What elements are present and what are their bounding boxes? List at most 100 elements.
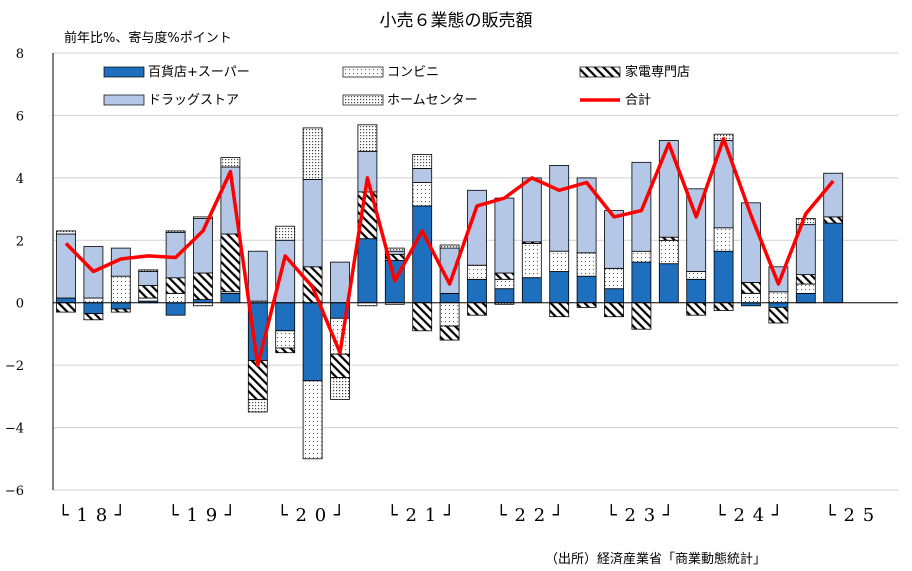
bar-drugstore [193,217,213,274]
x-year-label: └ 2 5 [825,504,875,526]
bar-home-center [795,217,816,225]
bar-home-center [439,244,460,249]
bar-home-center [357,124,378,152]
bar-drugstore [521,177,542,243]
total-line [64,137,835,367]
bar-convenience [165,292,186,304]
bar-dept-store [604,288,624,304]
bar-dept-store [412,205,433,304]
bar-convenience [713,227,734,252]
y-tick-label: 2 [16,234,24,249]
bar-electronics [795,274,816,285]
x-year-label: └ 2 2 ┘ [496,504,565,526]
bar-home-center [193,216,213,219]
bar-electronics [165,277,186,294]
bar-home-center [330,377,350,400]
bar-drugstore [330,261,350,304]
bar-dept-store [576,275,597,304]
legend-swatch-dept [103,66,145,78]
bar-electronics [138,285,159,299]
bar-drugstore [604,210,624,269]
bar-convenience [521,242,542,279]
bar-electronics [686,302,707,316]
y-axis: 8 6 4 2 0 −2 −4 −6 [5,47,54,499]
legend-label-elec: 家電専門店 [625,64,690,80]
y-tick-label: −2 [5,359,24,374]
bar-dept-store [823,222,844,304]
bar-convenience [275,330,296,349]
bar-convenience [83,297,104,304]
bar-home-center [247,399,268,413]
bar-drugstore [686,188,707,272]
bar-electronics [658,236,679,241]
bar-convenience [686,271,707,280]
legend-label-drug: ドラッグストア [148,93,239,108]
bar-dept-store [467,278,487,304]
bar-convenience [741,292,761,304]
bar-drugstore [302,178,323,268]
bar-convenience [494,278,515,290]
x-year-label: └ 1 8 ┘ [58,504,127,526]
legend-label-total: 合計 [625,92,651,108]
bar-convenience [302,380,323,460]
source-note: （出所）経済産業省「商業動態統計」 [545,552,767,567]
bar-convenience [412,182,433,207]
bar-convenience [631,250,652,263]
bar-electronics [768,306,789,324]
bar-electronics [823,216,844,224]
bar-drugstore [412,168,433,183]
bar-drugstore [576,177,597,254]
bar-dept-store [439,292,460,304]
legend-label-conv: コンビニ [387,65,439,80]
bar-dept-store [110,302,131,310]
bar-dept-store [494,288,515,304]
bar-dept-store [658,263,679,304]
x-year-label: └ 2 0 ┘ [277,504,346,526]
bar-electronics [110,308,131,313]
bar-dept-store [686,278,707,304]
bar-drugstore [658,139,679,238]
bar-dept-store [795,292,816,304]
bars [56,124,844,460]
bar-electronics [713,302,734,311]
x-axis: └ 1 8 ┘ └ 1 9 ┘ └ 2 0 ┘ └ 2 1 ┘ └ 2 2 ┘ └ 2 3… [58,504,875,526]
bar-electronics [412,302,433,332]
bar-dept-store [220,292,241,304]
bar-home-center [165,230,186,233]
bar-drugstore [247,250,268,302]
bar-home-center [220,157,241,168]
legend-swatch-elec [579,66,621,78]
bar-convenience [549,250,570,272]
legend: 百貨店+スーパー コンビニ 家電専門店 ドラッグストア ホームセンター 合計 [103,64,690,108]
bar-dept-store [713,250,734,304]
bar-home-center [302,127,323,180]
bar-home-center [56,230,76,235]
bar-dept-store [357,238,378,304]
x-year-label: └ 2 3 ┘ [606,504,675,526]
legend-swatch-home [342,94,384,106]
chart-title: 小売６業態の販売額 [379,11,533,31]
bar-electronics [275,347,296,354]
bar-electronics [330,353,350,379]
y-tick-label: 4 [16,172,24,187]
bar-electronics [494,272,515,280]
bar-convenience [658,239,679,265]
x-year-label: └ 2 4 ┘ [715,504,784,526]
bar-electronics [604,302,624,318]
bar-electronics [193,272,213,301]
legend-label-home: ホームセンター [387,93,478,108]
bar-electronics [741,281,761,294]
bar-convenience [110,275,131,304]
x-year-label: └ 2 1 ┘ [387,504,456,526]
y-tick-label: 0 [16,297,24,312]
bar-home-center [275,225,296,241]
bar-electronics [56,302,76,313]
bar-electronics [439,325,460,341]
total-line-path [64,137,835,367]
bar-dept-store [768,302,789,308]
bar-drugstore [275,239,296,304]
bar-electronics [549,302,570,318]
legend-swatch-drug [103,94,145,106]
bar-convenience [576,252,597,277]
bar-dept-store [521,277,542,304]
